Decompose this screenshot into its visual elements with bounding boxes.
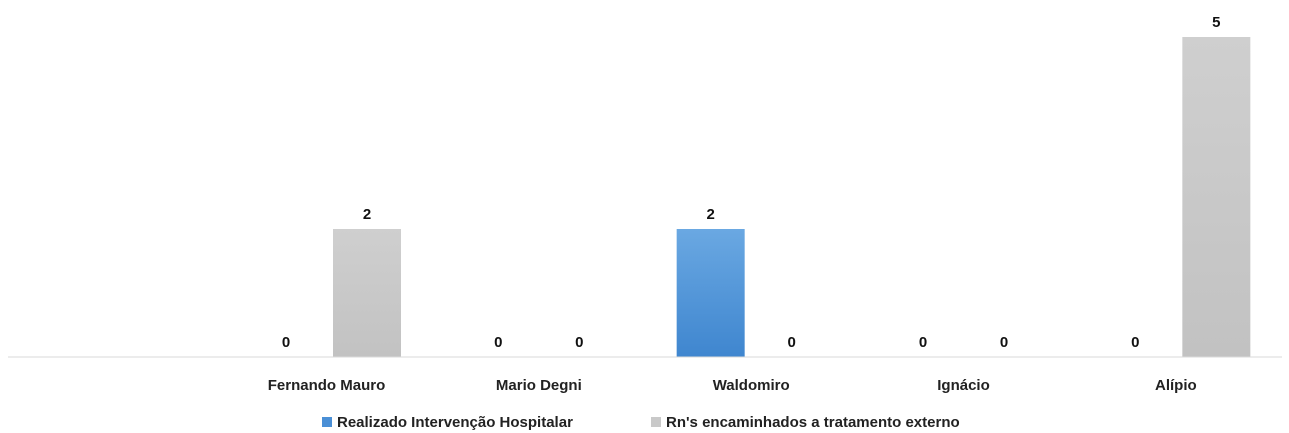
data-label-series-2-mario-degni: 0 (575, 334, 583, 351)
data-label-series-1-ign-cio: 0 (919, 334, 927, 351)
legend-label-series-2: Rn's encaminhados a tratamento externo (666, 414, 960, 431)
x-tick-label-waldomiro: Waldomiro (713, 377, 790, 394)
x-tick-label-fernando-mauro: Fernando Mauro (268, 377, 386, 394)
data-label-series-2-al-pio: 5 (1212, 14, 1220, 31)
bar-series-1-waldomiro (676, 229, 745, 357)
data-label-series-1-mario-degni: 0 (494, 334, 502, 351)
bars-layer (333, 37, 1251, 357)
legend: Realizado Intervenção Hospitalar Rn's en… (322, 414, 960, 431)
legend-label-series-1: Realizado Intervenção Hospitalar (337, 414, 573, 431)
data-label-series-1-fernando-mauro: 0 (282, 334, 290, 351)
x-tick-label-mario-degni: Mario Degni (496, 377, 582, 394)
bar-series-2-al-pio (1182, 37, 1251, 357)
bar-series-2-fernando-mauro (333, 229, 401, 357)
data-label-series-1-al-pio: 0 (1131, 334, 1139, 351)
x-tick-label-al-pio: Alípio (1155, 377, 1197, 394)
x-tick-label-ign-cio: Ignácio (937, 377, 990, 394)
data-label-series-2-fernando-mauro: 2 (363, 206, 371, 223)
legend-swatch-series-2 (651, 417, 661, 427)
data-label-series-2-ign-cio: 0 (1000, 334, 1008, 351)
legend-swatch-series-1 (322, 417, 332, 427)
data-label-series-2-waldomiro: 0 (787, 334, 795, 351)
data-label-series-1-waldomiro: 2 (706, 206, 714, 223)
labels-layer: Fernando Mauro 0 2 Mario Degni 0 0 Waldomiro 2 0… (268, 14, 1221, 394)
